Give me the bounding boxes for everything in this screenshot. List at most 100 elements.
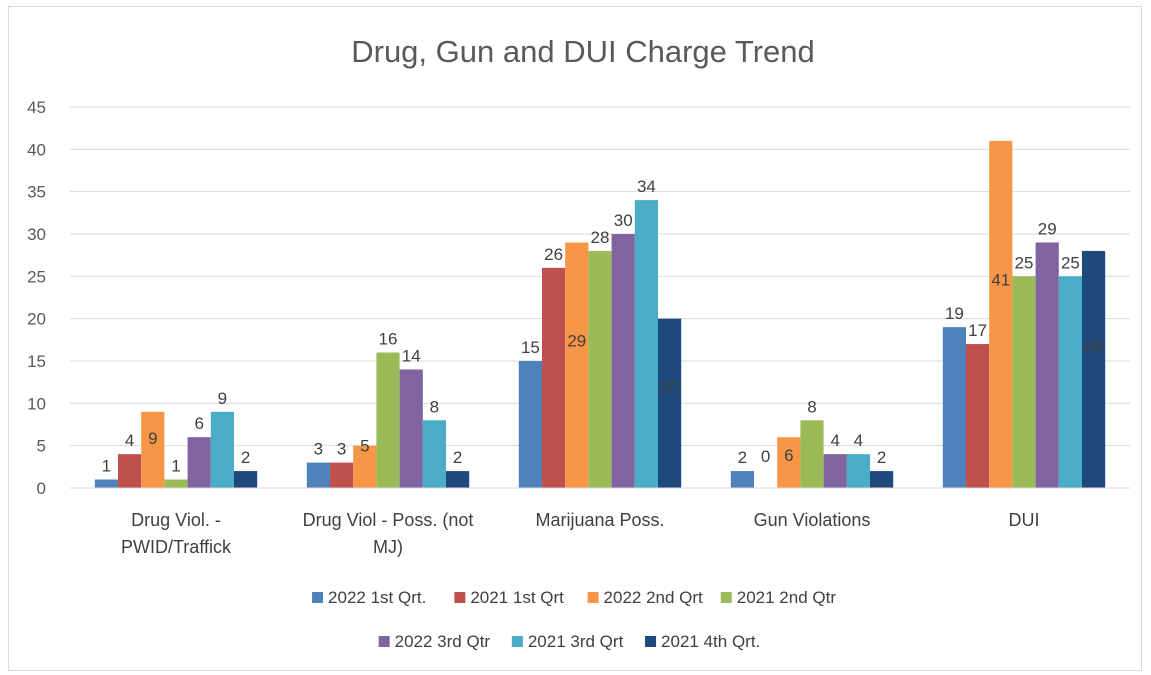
data-label: 29 <box>1038 219 1057 238</box>
legend-swatch <box>587 592 599 603</box>
y-tick-label: 15 <box>27 352 46 371</box>
data-label: 3 <box>337 440 346 459</box>
legend-entry: 2021 2nd Qtr <box>737 588 837 607</box>
legend-swatch <box>378 636 390 647</box>
data-label: 6 <box>194 414 203 433</box>
bar <box>141 411 165 488</box>
bar <box>94 479 118 488</box>
data-label: 2 <box>453 448 462 467</box>
bars <box>94 140 1106 488</box>
data-label: 4 <box>854 431 863 450</box>
bar <box>730 471 754 488</box>
data-label: 5 <box>360 437 369 456</box>
bar <box>399 369 423 488</box>
bar <box>565 242 589 488</box>
bar <box>330 462 354 488</box>
bar <box>1012 276 1036 488</box>
data-label: 19 <box>945 304 964 323</box>
data-label: 26 <box>544 245 563 264</box>
bar <box>1035 242 1059 488</box>
data-label: 2 <box>738 448 747 467</box>
legend-entry: 2021 3rd Qrt <box>528 632 624 651</box>
category-label: Marijuana Poss. <box>535 510 664 530</box>
data-label: 41 <box>991 271 1010 290</box>
legend: 2022 1st Qrt. 2021 1st Qrt 2022 2nd Qrt 202… <box>312 588 836 651</box>
data-label: 1 <box>171 457 180 476</box>
data-label: 8 <box>430 397 439 416</box>
legend-entry: 2022 2nd Qrt <box>604 588 704 607</box>
bar <box>187 437 211 488</box>
bar <box>588 250 612 488</box>
legend-entry: 2022 1st Qrt. <box>328 588 426 607</box>
data-label: 9 <box>218 389 227 408</box>
bar <box>870 471 894 488</box>
data-label: 2 <box>241 448 250 467</box>
data-label: 0 <box>761 447 770 466</box>
bar <box>376 352 400 488</box>
data-label: 34 <box>637 177 656 196</box>
bar <box>989 140 1013 488</box>
bar <box>777 437 801 488</box>
y-tick-label: 5 <box>37 437 46 456</box>
y-tick-label: 25 <box>27 267 46 286</box>
y-tick-label: 45 <box>27 98 46 117</box>
data-label: 25 <box>1061 253 1080 272</box>
bar <box>234 471 258 488</box>
data-label: 20 <box>660 377 679 396</box>
category-label: DUI <box>1009 510 1040 530</box>
y-tick-label: 0 <box>37 479 46 498</box>
category-label: Gun Violations <box>754 510 871 530</box>
data-label: 30 <box>614 211 633 230</box>
chart-title: Drug, Gun and DUI Charge Trend <box>351 34 815 69</box>
bar <box>1082 250 1106 488</box>
bar <box>542 267 566 488</box>
legend-entry: 2021 1st Qrt <box>470 588 564 607</box>
data-label: 9 <box>148 429 157 448</box>
legend-swatch <box>312 592 324 603</box>
data-label: 2 <box>877 448 886 467</box>
bar <box>353 445 377 488</box>
bar <box>634 200 658 488</box>
bar <box>118 454 142 488</box>
category-label: Drug Viol - Poss. (not <box>303 510 474 530</box>
category-label: MJ) <box>373 537 403 557</box>
data-label: 1 <box>102 457 111 476</box>
data-label: 4 <box>830 431 839 450</box>
bar <box>846 454 870 488</box>
data-label: 28 <box>1084 337 1103 356</box>
bar <box>210 411 234 488</box>
bar <box>306 462 330 488</box>
bar <box>823 454 847 488</box>
y-axis-ticks: 0 5 10 15 20 25 30 35 40 45 <box>27 98 46 498</box>
data-label: 29 <box>567 332 586 351</box>
y-tick-label: 10 <box>27 394 46 413</box>
legend-swatch <box>720 592 732 603</box>
bar <box>446 471 470 488</box>
y-tick-label: 20 <box>27 310 46 329</box>
data-label: 14 <box>402 346 421 365</box>
data-label: 25 <box>1015 253 1034 272</box>
bar <box>518 361 542 488</box>
data-label: 8 <box>807 397 816 416</box>
data-label: 6 <box>784 446 793 465</box>
data-label: 15 <box>521 338 540 357</box>
bar <box>966 344 990 488</box>
bar <box>942 327 966 488</box>
category-labels: Drug Viol. - PWID/Traffick Drug Viol - Pos… <box>121 510 1040 557</box>
bar <box>611 234 635 488</box>
bar <box>422 420 446 488</box>
bar <box>658 318 682 488</box>
legend-swatch <box>645 636 657 647</box>
legend-entry: 2021 4th Qrt. <box>661 632 760 651</box>
bar <box>1058 276 1082 488</box>
y-tick-label: 35 <box>27 183 46 202</box>
legend-swatch <box>511 636 523 647</box>
data-label: 16 <box>379 330 398 349</box>
bar <box>164 479 188 488</box>
data-label: 3 <box>314 440 323 459</box>
legend-swatch <box>454 592 466 603</box>
y-tick-label: 40 <box>27 140 46 159</box>
bar <box>800 420 824 488</box>
